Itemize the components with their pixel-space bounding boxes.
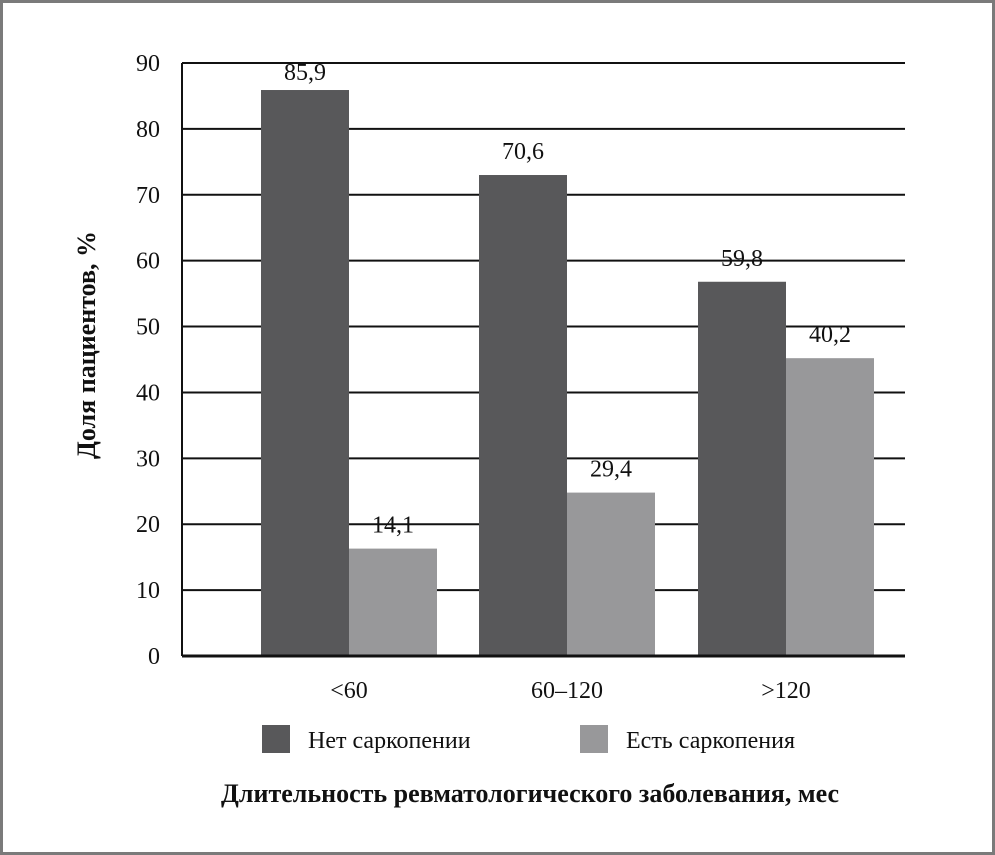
data-label: 40,2 [809, 322, 851, 348]
bar-no-sarcopenia-0 [261, 90, 349, 656]
y-tick-label: 0 [148, 644, 160, 670]
y-tick-label: 70 [136, 183, 160, 209]
legend-swatch-no-sarcopenia [262, 725, 290, 753]
bar-no-sarcopenia-2 [698, 281, 786, 656]
x-tick-label: 60–120 [531, 678, 603, 704]
data-labels: 85,9 14,1 70,6 29,4 59,8 40,2 [284, 60, 851, 539]
bar-sarcopenia-2 [786, 358, 874, 656]
y-tick-label: 40 [136, 380, 160, 406]
bar-sarcopenia-0 [349, 548, 437, 656]
bar-no-sarcopenia-1 [479, 175, 567, 656]
y-tick-label: 90 [136, 51, 160, 77]
legend: Нет саркопении Есть саркопения [262, 725, 795, 754]
x-tick-label: >120 [761, 678, 811, 704]
x-tick-label: <60 [330, 678, 368, 704]
data-label: 70,6 [502, 139, 544, 165]
x-axis-title: Длительность ревматологического заболева… [221, 779, 839, 808]
legend-label-sarcopenia: Есть саркопения [626, 728, 795, 754]
data-label: 29,4 [590, 457, 632, 483]
y-tick-label: 60 [136, 249, 160, 275]
y-tick-label: 10 [136, 578, 160, 604]
legend-swatch-sarcopenia [580, 725, 608, 753]
y-tick-label: 80 [136, 117, 160, 143]
data-label: 85,9 [284, 60, 326, 86]
legend-label-no-sarcopenia: Нет саркопении [308, 728, 471, 754]
data-label: 59,8 [721, 246, 763, 272]
y-tick-label: 20 [136, 512, 160, 538]
bar-sarcopenia-1 [567, 492, 655, 656]
bars [261, 90, 874, 656]
y-tick-label: 50 [136, 315, 160, 341]
x-tick-labels: <60 60–120 >120 [330, 678, 811, 704]
y-tick-label: 30 [136, 446, 160, 472]
y-tick-labels: 0 10 20 30 40 50 60 70 80 90 [136, 51, 160, 670]
y-axis-title: Доля пациентов, % [72, 231, 101, 459]
data-label: 14,1 [372, 513, 414, 539]
